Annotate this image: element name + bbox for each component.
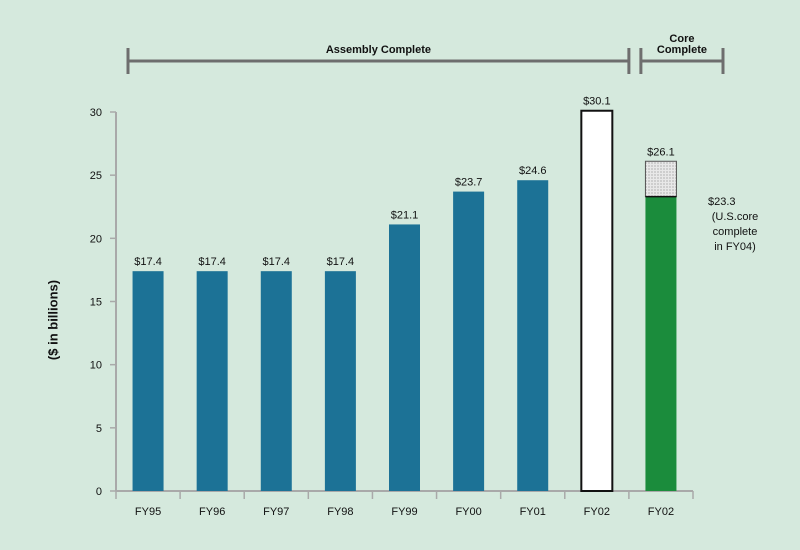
y-axis-title: ($ in billions)	[45, 279, 61, 361]
bar-value-label: $24.6	[519, 165, 547, 177]
bar-outline	[580, 109, 614, 492]
y-tick-label: 25	[90, 170, 102, 182]
x-tick-label: FY99	[391, 506, 417, 518]
phase-label: Complete	[657, 44, 707, 56]
bar-value-label: $17.4	[263, 256, 291, 268]
y-tick-label: 15	[90, 297, 102, 309]
y-axis-title-wrap: ($ in billions)	[38, 240, 68, 400]
bar-value-label: $26.1	[647, 146, 675, 158]
x-tick-label: FY01	[520, 506, 546, 518]
x-tick-label: FY95	[135, 506, 161, 518]
y-tick-label: 30	[90, 107, 102, 119]
bar-value-label: $17.4	[327, 256, 355, 268]
x-tick-label: FY00	[455, 506, 481, 518]
x-tick-label: FY02	[584, 506, 610, 518]
bar	[517, 180, 549, 491]
x-tick-label: FY02	[648, 506, 674, 518]
phase-label: Core	[669, 33, 694, 45]
annotation: $23.3 (U.S.core complete in FY04)	[700, 195, 770, 255]
y-tick-label: 20	[90, 233, 102, 245]
bar	[132, 271, 164, 491]
bar	[389, 224, 420, 492]
y-tick-label: 0	[96, 486, 102, 498]
x-tick-label: FY98	[327, 506, 353, 518]
x-tick-label: FY97	[263, 506, 289, 518]
bar-value-label: $30.1	[583, 96, 611, 108]
bar	[260, 271, 292, 491]
bar-stack-upper	[644, 160, 677, 198]
annotation-line-3: in FY04)	[714, 241, 756, 253]
phase-label: Assembly Complete	[326, 44, 431, 56]
bar	[324, 271, 356, 491]
bar-value-label: $17.4	[198, 256, 226, 268]
y-tick-label: 5	[96, 423, 102, 435]
y-tick-label: 10	[90, 360, 102, 372]
annotation-line-2: complete	[712, 226, 758, 238]
bar-value-label: $23.7	[455, 177, 483, 189]
bar	[453, 191, 485, 491]
annotation-line-1: (U.S.core	[711, 211, 759, 223]
bar	[196, 271, 228, 491]
x-tick-label: FY96	[199, 506, 225, 518]
annotation-value: $23.3	[708, 196, 736, 208]
bar-value-label: $17.4	[134, 256, 162, 268]
bar-stack-lower	[645, 196, 677, 492]
bar-value-label: $21.1	[391, 209, 419, 221]
